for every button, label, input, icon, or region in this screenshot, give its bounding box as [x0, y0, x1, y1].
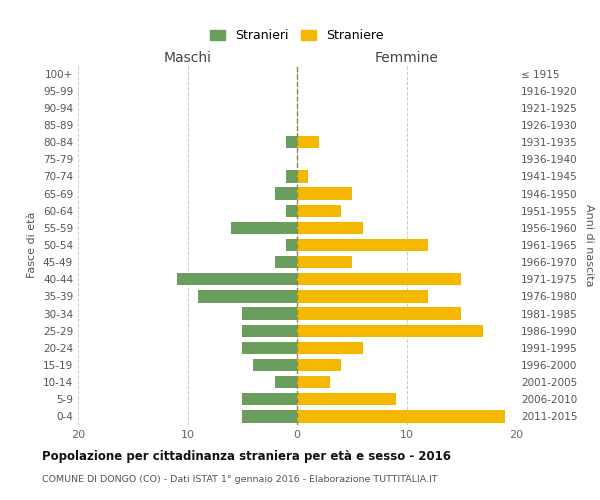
Bar	[297, 273, 461, 285]
Bar	[297, 222, 362, 234]
Text: Femmine: Femmine	[374, 51, 439, 65]
Bar	[242, 324, 297, 337]
Bar	[297, 290, 428, 302]
Y-axis label: Fasce di età: Fasce di età	[28, 212, 37, 278]
Bar	[297, 204, 341, 217]
Bar	[297, 359, 341, 371]
Bar	[286, 239, 297, 251]
Bar	[297, 188, 352, 200]
Bar	[232, 222, 297, 234]
Bar	[297, 239, 428, 251]
Text: COMUNE DI DONGO (CO) - Dati ISTAT 1° gennaio 2016 - Elaborazione TUTTITALIA.IT: COMUNE DI DONGO (CO) - Dati ISTAT 1° gen…	[42, 475, 437, 484]
Bar	[297, 324, 483, 337]
Bar	[297, 256, 352, 268]
Bar	[297, 170, 308, 182]
Bar	[297, 308, 461, 320]
Bar	[297, 342, 362, 354]
Bar	[242, 393, 297, 406]
Bar	[286, 204, 297, 217]
Bar	[242, 410, 297, 422]
Bar	[297, 376, 330, 388]
Text: Maschi: Maschi	[163, 51, 212, 65]
Bar	[286, 170, 297, 182]
Bar	[286, 136, 297, 148]
Bar	[253, 359, 297, 371]
Text: Popolazione per cittadinanza straniera per età e sesso - 2016: Popolazione per cittadinanza straniera p…	[42, 450, 451, 463]
Bar	[275, 256, 297, 268]
Bar	[199, 290, 297, 302]
Bar	[297, 393, 395, 406]
Bar	[275, 188, 297, 200]
Bar	[297, 136, 319, 148]
Bar	[242, 308, 297, 320]
Legend: Stranieri, Straniere: Stranieri, Straniere	[205, 24, 389, 48]
Y-axis label: Anni di nascita: Anni di nascita	[584, 204, 594, 286]
Bar	[297, 410, 505, 422]
Bar	[242, 342, 297, 354]
Bar	[176, 273, 297, 285]
Bar	[275, 376, 297, 388]
